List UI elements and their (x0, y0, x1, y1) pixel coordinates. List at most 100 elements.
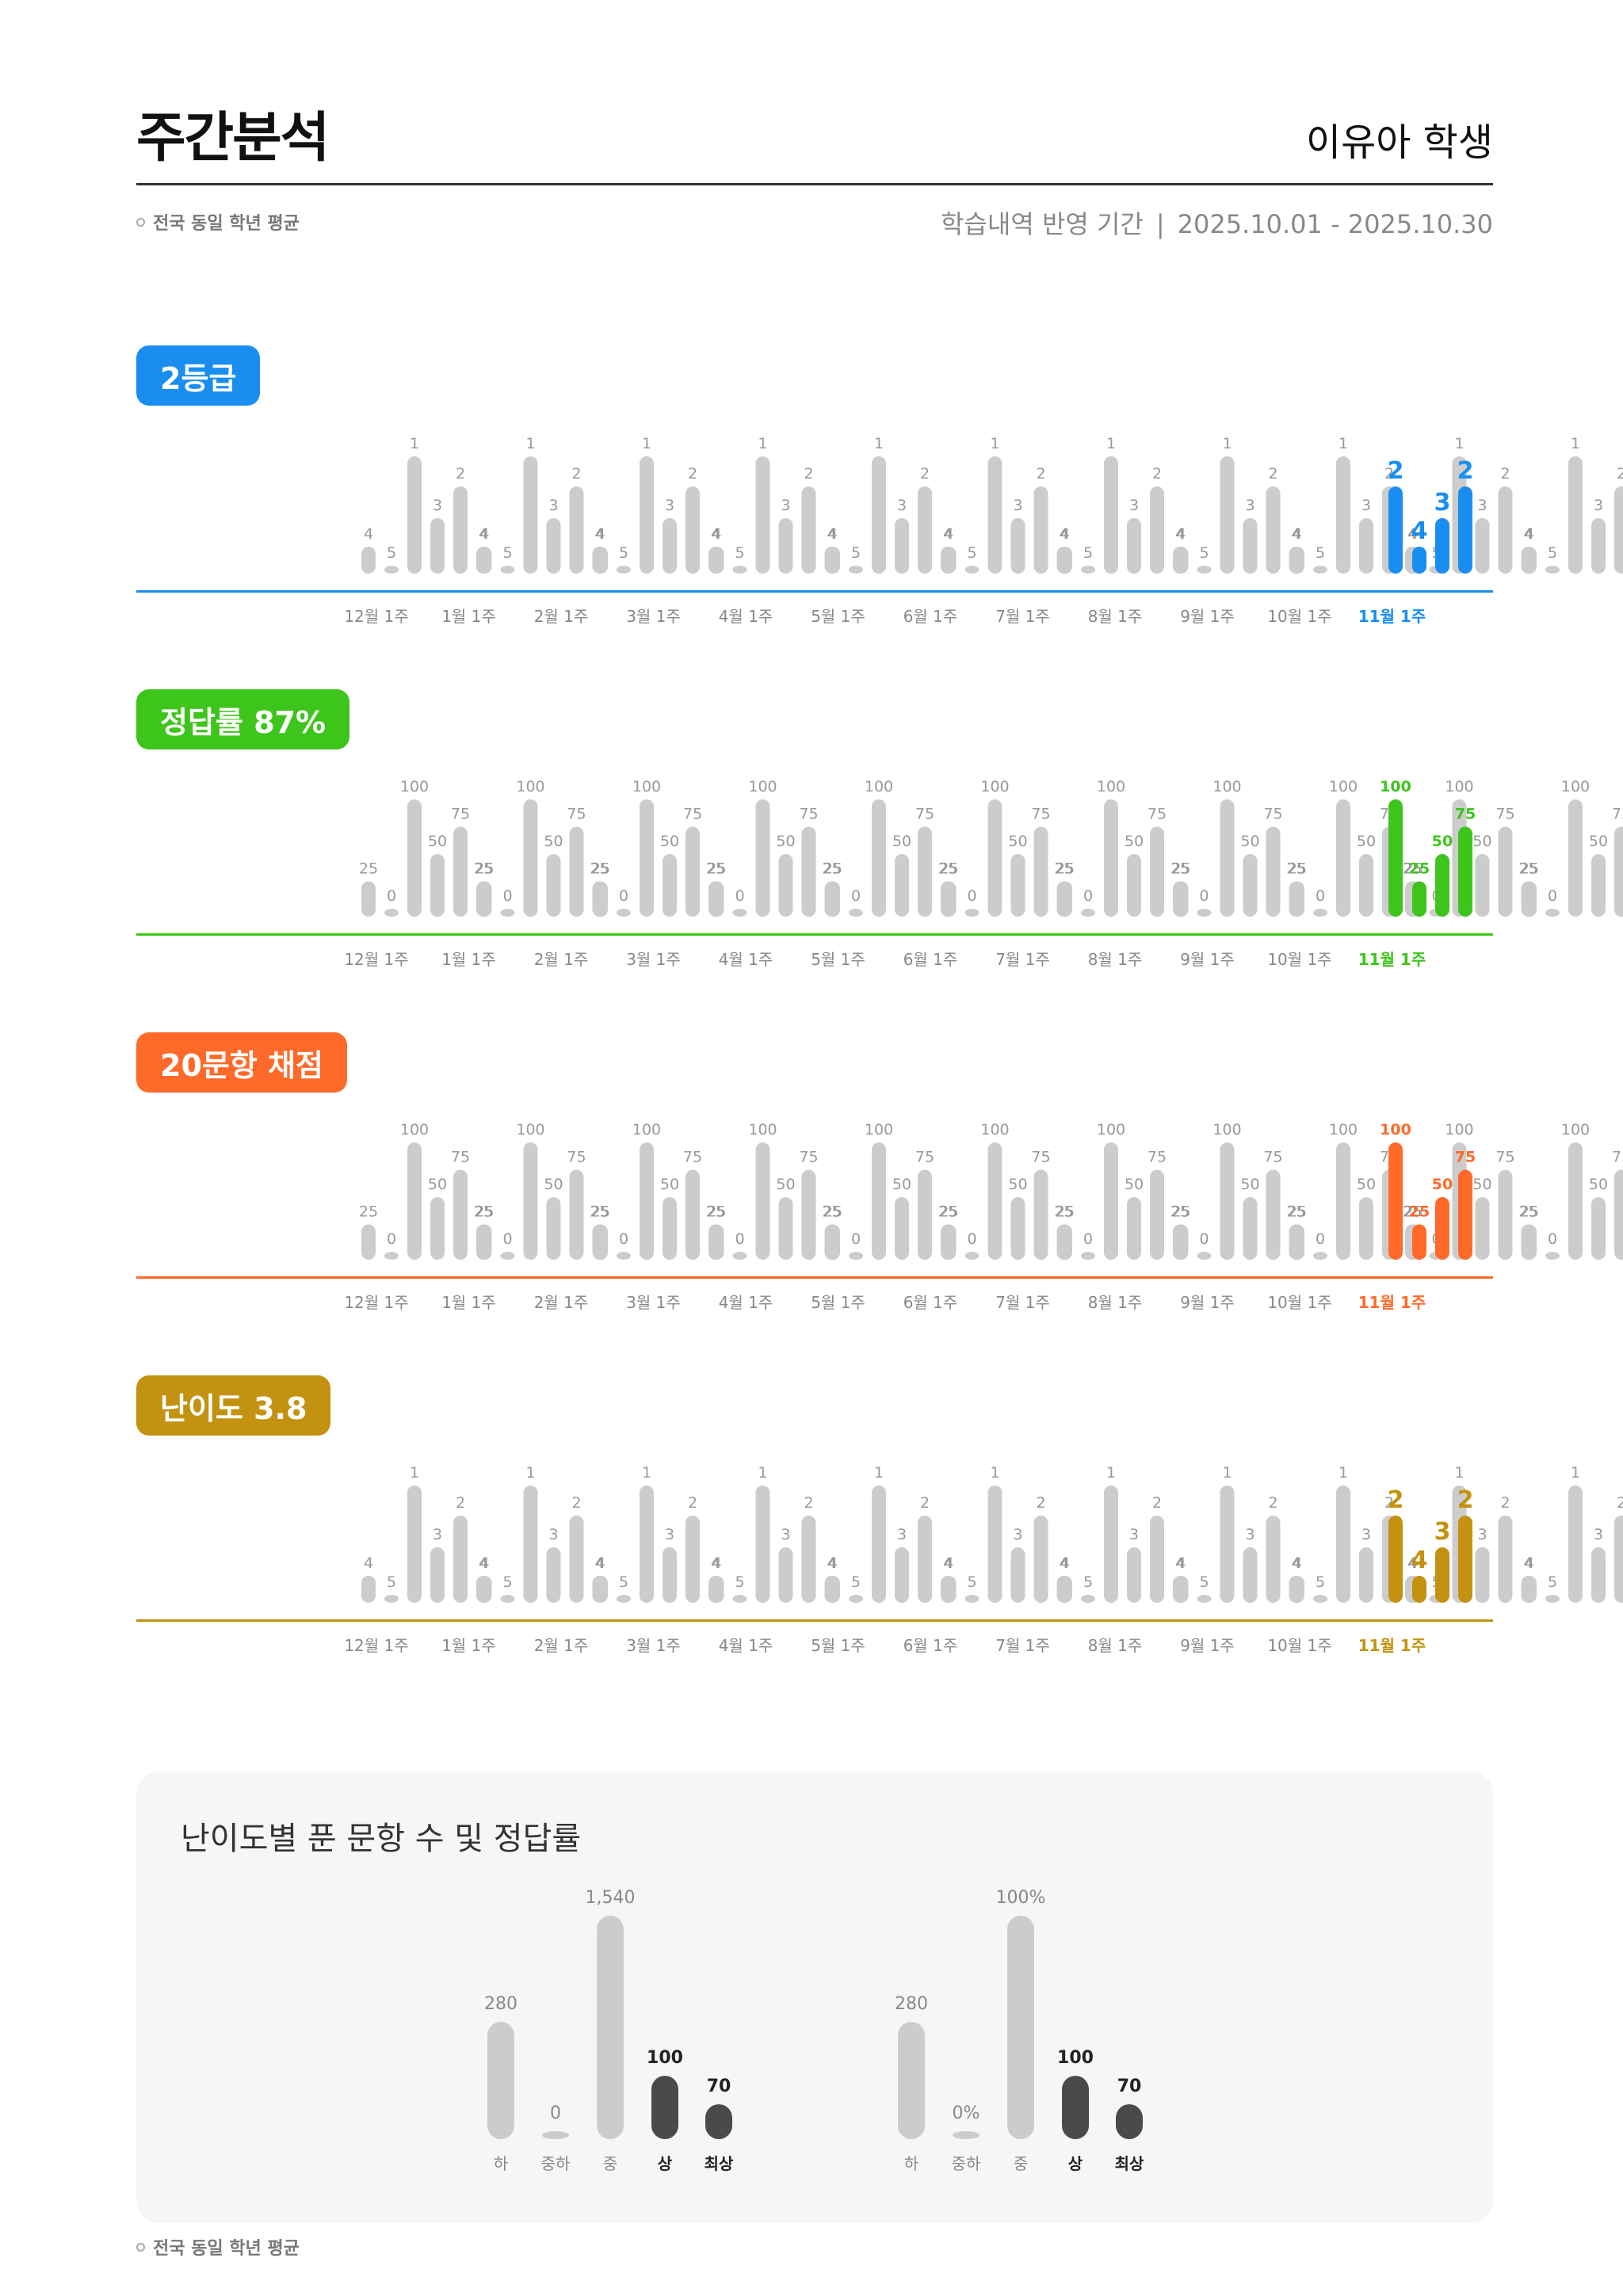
history-bar-label: 5 (967, 544, 976, 562)
history-bar-label: 25 (1520, 860, 1539, 878)
history-bar (1568, 456, 1583, 574)
history-bar (453, 486, 468, 574)
history-bar (755, 1142, 770, 1260)
current-bar-label: 50 (1432, 833, 1453, 850)
history-bar (826, 1576, 840, 1603)
history-bar-label: 100 (865, 1121, 893, 1138)
history-bar-label: 2 (804, 1494, 813, 1512)
history-bar-label: 50 (544, 833, 563, 850)
history-bar-label: 25 (359, 1203, 378, 1221)
history-bar (1150, 826, 1164, 917)
history-bar-label: 100 (1561, 1121, 1590, 1138)
history-bar (361, 1224, 376, 1260)
history-bar-label: 3 (1245, 1526, 1254, 1543)
week-tick-label: 6월 1주 (903, 1636, 958, 1655)
history-bar (546, 1197, 561, 1260)
history-bar-label: 1 (1106, 1464, 1116, 1482)
history-bar (663, 1547, 677, 1603)
history-bar-label: 2 (1152, 465, 1162, 482)
history-bar (594, 1224, 608, 1260)
history-bar-label: 4 (1293, 1554, 1302, 1572)
history-bar (594, 1576, 608, 1603)
history-bar (1498, 486, 1513, 574)
history-bar-label: 1 (525, 1464, 535, 1482)
history-bar (987, 1142, 1002, 1260)
history-bar-label: 100 (516, 778, 544, 795)
history-bar-label: 25 (474, 860, 493, 878)
history-bar (872, 456, 886, 574)
history-bar (987, 456, 1002, 574)
history-bar (1174, 547, 1189, 574)
history-bar-label: 1 (874, 1464, 884, 1482)
history-bar-label: 50 (544, 1176, 563, 1193)
week-tick-label: 12월 1주 (344, 1293, 408, 1312)
history-bar-label: 25 (591, 1203, 610, 1221)
history-bar-label: 25 (1170, 1203, 1190, 1221)
history-bar-label: 25 (1171, 1203, 1190, 1221)
history-bar-label: 50 (1240, 833, 1259, 850)
history-bar (941, 1576, 957, 1603)
history-bar-label: 2 (1036, 1494, 1045, 1512)
history-bar (1359, 1197, 1373, 1260)
history-bar (617, 1595, 631, 1603)
current-bar-label: 3 (1434, 1518, 1451, 1546)
history-bar-label: 2 (688, 1494, 697, 1512)
history-bar (1174, 1224, 1189, 1260)
history-bar (1290, 881, 1304, 917)
history-bar-label: 4 (364, 525, 373, 543)
history-bar-label: 25 (1403, 860, 1422, 878)
history-bar-label: 25 (1171, 860, 1190, 878)
history-bar-label: 5 (387, 1573, 396, 1591)
history-bar-label: 100 (400, 778, 429, 795)
history-bar-label: 1 (1571, 435, 1580, 452)
history-bar (569, 1169, 584, 1260)
history-bar-label: 1 (1106, 435, 1116, 452)
history-bar (477, 547, 492, 574)
history-bar (755, 456, 770, 574)
history-bar (918, 826, 932, 917)
history-bar-label: 25 (1403, 1203, 1423, 1221)
history-bar-label: 5 (502, 1573, 512, 1591)
history-bar-label: 1 (1454, 435, 1464, 452)
history-bar-label: 4 (1060, 525, 1070, 543)
history-bar-label: 1 (1571, 1464, 1580, 1482)
history-bar-label: 100 (632, 778, 661, 795)
history-bar-label: 25 (1056, 860, 1075, 878)
week-tick-label: 9월 1주 (1180, 607, 1235, 626)
summary-bar-label: 280 (484, 1994, 517, 2014)
history-bar (964, 1252, 980, 1260)
history-bar-label: 50 (1125, 1176, 1144, 1193)
history-bar (1104, 799, 1118, 917)
history-bar-label: 2 (1500, 465, 1510, 482)
history-bar-label: 0 (967, 887, 976, 905)
week-tick-label: 6월 1주 (903, 607, 958, 626)
history-bar (732, 909, 747, 917)
history-bar-label: 50 (892, 1176, 911, 1193)
history-bar (778, 1547, 793, 1603)
history-bar (849, 1252, 863, 1260)
summary-category-label: 최상 (1115, 2154, 1144, 2173)
history-bar-label: 2 (1384, 1494, 1394, 1512)
history-bar-label: 100 (1212, 1121, 1241, 1138)
history-bar-label: 100 (1329, 778, 1358, 795)
history-bar-label: 5 (1199, 1573, 1209, 1591)
history-bar (1522, 1224, 1537, 1260)
history-bar-label: 5 (1316, 544, 1325, 562)
history-bar-label: 4 (479, 1554, 489, 1572)
history-bar-label: 25 (707, 860, 726, 878)
history-bar (941, 547, 957, 574)
history-bar-label: 0 (1083, 1230, 1093, 1248)
history-bar-label: 3 (1477, 497, 1487, 514)
history-bar (1150, 1516, 1164, 1603)
week-tick-label: 12월 1주 (344, 1636, 408, 1655)
history-bar (1336, 1142, 1350, 1260)
history-bar-label: 25 (706, 860, 725, 878)
summary-bar (705, 2104, 732, 2139)
history-bar (1220, 456, 1235, 574)
history-bar-label: 5 (851, 544, 861, 562)
history-bar-label: 75 (1148, 1149, 1167, 1166)
history-bar-label: 0 (619, 1230, 628, 1248)
history-bar-label: 25 (1286, 1203, 1305, 1221)
history-bar (1127, 1197, 1141, 1260)
history-bar (500, 1595, 515, 1603)
